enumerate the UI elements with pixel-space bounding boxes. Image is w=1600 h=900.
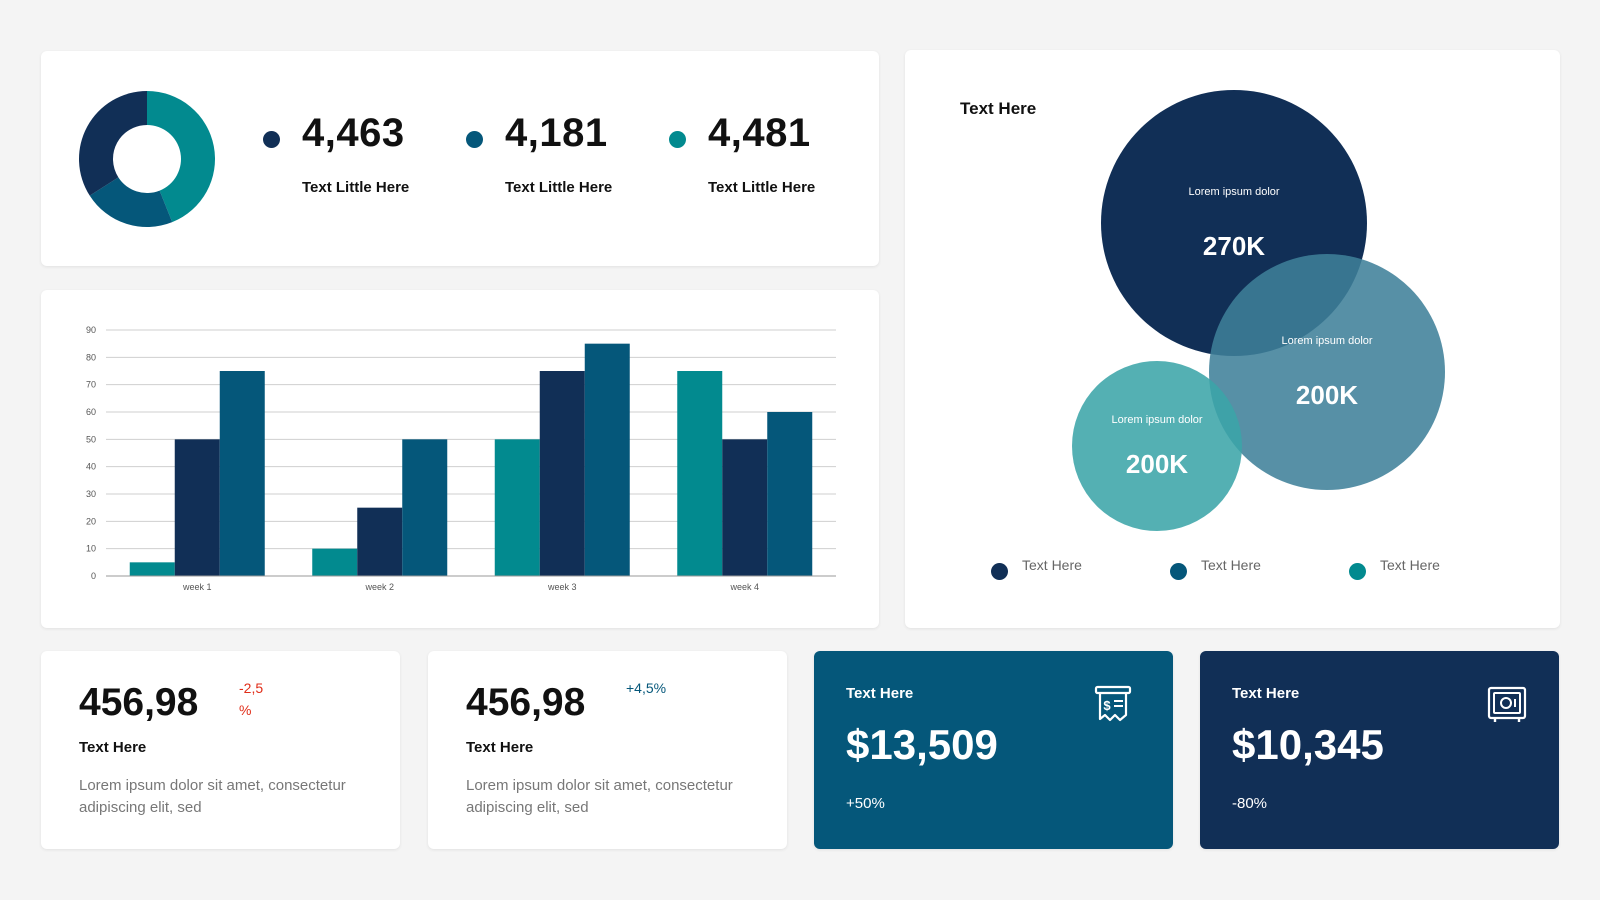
svg-text:$: $ xyxy=(1103,698,1111,713)
x-tick-label: week 1 xyxy=(182,582,212,592)
venn-value-medium: 200K xyxy=(1296,380,1358,410)
stat-value: 4,463 xyxy=(302,111,405,155)
stat-value: 4,481 xyxy=(708,111,811,155)
money-card-1: Text Here $13,509 +50% $ xyxy=(814,651,1173,849)
legend-label: Text Here xyxy=(1201,557,1261,573)
donut-slice xyxy=(79,91,147,196)
bar xyxy=(312,548,358,576)
bar xyxy=(494,439,540,576)
legend-dot xyxy=(1349,563,1366,580)
money-title: Text Here xyxy=(1232,685,1300,702)
y-tick-label: 90 xyxy=(86,325,96,335)
bar xyxy=(129,562,175,576)
stat-label: Text Little Here xyxy=(708,179,816,196)
legend-dot xyxy=(466,131,483,148)
legend-label: Text Here xyxy=(1380,557,1440,573)
bar xyxy=(584,343,630,576)
y-tick-label: 10 xyxy=(86,544,96,554)
kpi-description: Lorem ipsum dolor sit amet, consectetur … xyxy=(79,777,346,816)
y-tick-label: 40 xyxy=(86,462,96,472)
donut-slice xyxy=(147,91,215,223)
y-tick-label: 30 xyxy=(86,489,96,499)
venn-circle-medium xyxy=(1209,254,1445,490)
kpi-card-1: 456,98 -2,5 % Text Here Lorem ipsum dolo… xyxy=(41,651,400,849)
money-change: -80% xyxy=(1232,795,1268,812)
bar xyxy=(677,371,723,576)
kpi-change: +4,5% xyxy=(626,680,667,696)
venn-title: Text Here xyxy=(960,99,1037,118)
kpi-title: Text Here xyxy=(79,739,147,756)
y-tick-label: 0 xyxy=(91,571,96,581)
kpi-description: Lorem ipsum dolor sit amet, consectetur … xyxy=(466,777,733,816)
x-tick-label: week 3 xyxy=(547,582,577,592)
summary-card: 4,463 Text Little Here 4,181 Text Little… xyxy=(41,51,879,266)
y-tick-label: 20 xyxy=(86,516,96,526)
y-tick-label: 50 xyxy=(86,434,96,444)
bar xyxy=(722,439,768,576)
money-amount: $13,509 xyxy=(846,721,998,768)
kpi-change: -2,5 % xyxy=(239,680,264,718)
donut-chart xyxy=(79,91,215,228)
bar xyxy=(402,439,448,576)
kpi-title: Text Here xyxy=(466,739,534,756)
bar xyxy=(174,439,220,576)
kpi-value: 456,98 xyxy=(79,681,199,724)
kpi-card-2: 456,98 +4,5% Text Here Lorem ipsum dolor… xyxy=(428,651,787,849)
kpi-value: 456,98 xyxy=(466,681,586,724)
bar xyxy=(357,507,403,576)
venn-diagram: Lorem ipsum dolor 270K Lorem ipsum dolor… xyxy=(1072,90,1445,531)
safe-icon xyxy=(1487,686,1527,722)
y-tick-label: 80 xyxy=(86,352,96,362)
y-tick-label: 60 xyxy=(86,407,96,417)
venn-value-small: 200K xyxy=(1126,449,1188,479)
legend-label: Text Here xyxy=(1022,557,1082,573)
bar xyxy=(539,371,585,576)
bar-chart: 0 10 20 30 40 50 60 70 80 90 week 1 week 2 week 3 wee… xyxy=(86,325,836,592)
bar xyxy=(219,371,265,576)
venn-card: Text Here Lorem ipsum dolor 270K Lorem i… xyxy=(905,50,1560,628)
stat-label: Text Little Here xyxy=(302,179,410,196)
venn-circle-small xyxy=(1072,361,1242,531)
donut-slice xyxy=(89,177,173,228)
stat-value: 4,181 xyxy=(505,111,608,155)
bar-chart-card: 0 10 20 30 40 50 60 70 80 90 week 1 week 2 week 3 wee… xyxy=(41,290,879,628)
stat-label: Text Little Here xyxy=(505,179,613,196)
y-tick-label: 70 xyxy=(86,380,96,390)
venn-caption-medium: Lorem ipsum dolor xyxy=(1281,335,1372,347)
venn-value-large: 270K xyxy=(1203,231,1265,261)
x-tick-label: week 4 xyxy=(729,582,759,592)
receipt-dollar-icon: $ xyxy=(1094,685,1132,722)
legend-dot xyxy=(669,131,686,148)
venn-caption-large: Lorem ipsum dolor xyxy=(1188,186,1279,198)
money-card-2: Text Here $10,345 -80% xyxy=(1200,651,1559,849)
money-amount: $10,345 xyxy=(1232,721,1384,768)
legend-dot xyxy=(991,563,1008,580)
legend-dot xyxy=(1170,563,1187,580)
money-change: +50% xyxy=(846,795,885,812)
bar xyxy=(767,412,813,576)
money-title: Text Here xyxy=(846,685,914,702)
venn-caption-small: Lorem ipsum dolor xyxy=(1111,414,1202,426)
x-tick-label: week 2 xyxy=(364,582,394,592)
legend-dot xyxy=(263,131,280,148)
